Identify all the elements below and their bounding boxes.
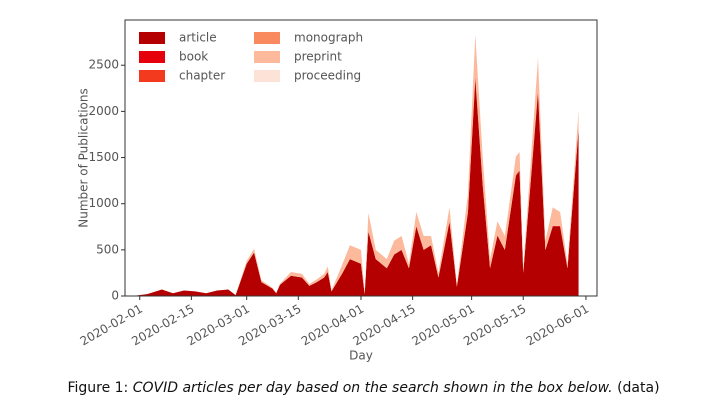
y-axis-label: Number of Publications [77,88,91,228]
legend-label: monograph [294,31,363,45]
legend-label: chapter [179,69,225,83]
legend-label: preprint [294,50,342,64]
caption: Figure 1: COVID articles per day based o… [0,380,727,396]
legend-label: article [179,31,217,45]
y-tick-label: 2000 [88,104,119,118]
y-tick-label: 0 [111,289,119,303]
area [132,79,579,296]
x-axis-label: Day [349,349,373,363]
chart: Number of Publications Day 0 500 1000 1500 2… [77,19,598,363]
legend-swatch [139,70,165,82]
legend-label: proceeding [294,69,361,83]
legend-swatch [254,70,280,82]
y-tick-label: 1500 [88,150,119,164]
caption-prefix: Figure 1: [67,380,129,396]
x-tick-label: 2020-06-01 [524,302,591,349]
legend-swatch [139,32,165,44]
y-tick-label: 500 [96,242,119,256]
y-tick-label: 1000 [88,196,119,210]
legend-label: book [179,50,208,64]
caption-italic: COVID articles per day based on the sear… [132,380,613,396]
legend-swatch [254,32,280,44]
legend-swatch [254,51,280,63]
y-tick-label: 2500 [88,58,119,72]
caption-suffix: (data) [617,380,660,396]
legend-swatch [139,51,165,63]
